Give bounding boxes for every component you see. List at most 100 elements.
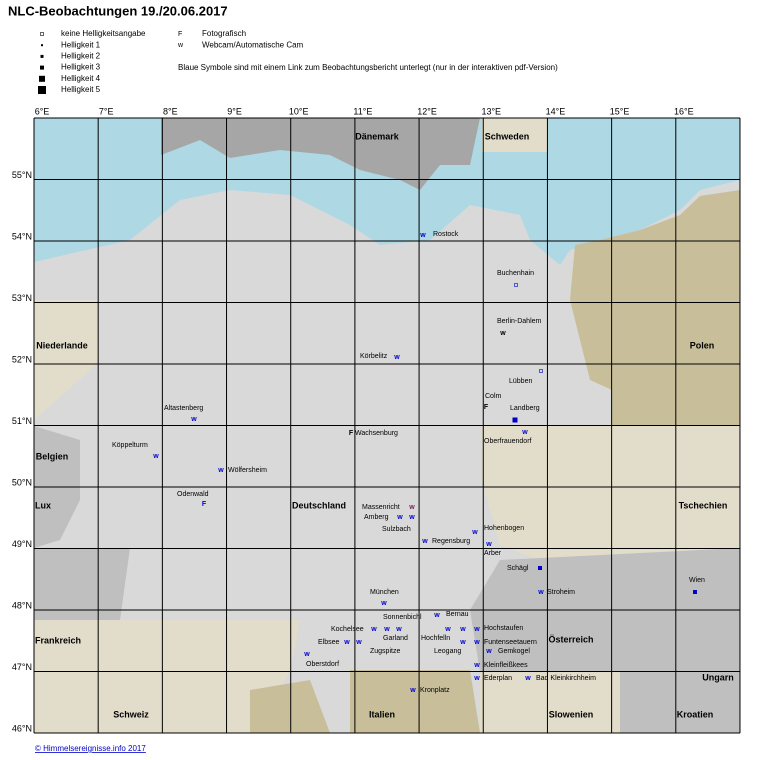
station-label: Funtenseetauern <box>484 639 537 646</box>
lat-label: 53°N <box>12 293 32 303</box>
country-label: Dänemark <box>355 131 400 141</box>
footer-link[interactable]: © Himmelsereignisse.info 2017 <box>35 744 146 753</box>
legend-label: Webcam/Automatische Cam <box>202 40 304 49</box>
legend-label: Helligkeit 4 <box>61 74 101 83</box>
station-symbol: w <box>433 612 440 619</box>
station-label: Altastenberg <box>164 405 203 412</box>
station-label: Kleinfleißkees <box>484 662 528 669</box>
station-symbol: w <box>444 626 451 633</box>
country-label: Schweden <box>485 131 530 141</box>
station-label: Sonnenbichl <box>383 614 422 621</box>
station-symbol: w <box>393 354 400 361</box>
station-label: Ederplan <box>484 675 512 682</box>
station-label: Hochfelln <box>421 635 450 642</box>
station-symbol: w <box>396 514 403 521</box>
lon-label: 13°E <box>481 106 501 116</box>
station-symbol: w <box>473 675 480 682</box>
brightness-square <box>539 369 543 373</box>
station-symbol: w <box>408 504 415 511</box>
country-label: Italien <box>369 709 395 719</box>
lat-label: 55°N <box>12 170 32 180</box>
lon-label: 14°E <box>546 106 566 116</box>
lon-label: 7°E <box>99 106 114 116</box>
station-label: Buchenhain <box>497 270 534 277</box>
station-symbol: w <box>303 651 310 658</box>
legend-label: keine Helligkeitsangabe <box>61 29 146 38</box>
lat-label: 50°N <box>12 477 32 487</box>
lat-label: 47°N <box>12 662 32 672</box>
brightness-square <box>514 283 518 287</box>
station-symbol: w <box>152 453 159 460</box>
station-symbol: w <box>383 626 390 633</box>
station-symbol: w <box>217 467 224 474</box>
station-symbol: w <box>380 600 387 607</box>
station-label: Bad Kleinkirchheim <box>536 675 596 682</box>
country-label: Lux <box>35 500 51 510</box>
country-label: Belgien <box>36 451 69 461</box>
station-symbol: w <box>343 639 350 646</box>
station-symbol: w <box>355 639 362 646</box>
station-label: Wachsenburg <box>355 430 398 437</box>
station-label: Colm <box>485 393 502 400</box>
station-label: Gemkogel <box>498 648 530 655</box>
station-symbol: w <box>370 626 377 633</box>
station-label: Garland <box>383 635 408 642</box>
brightness-square <box>693 590 697 594</box>
station-label: Schägl <box>507 565 529 572</box>
station-symbol: w <box>473 662 480 669</box>
legend-symbol: F <box>178 31 182 38</box>
lon-label: 11°E <box>353 106 372 116</box>
station-label: Bernau <box>446 611 469 618</box>
lon-label: 6°E <box>35 106 50 116</box>
station-label: Stroheim <box>547 589 575 596</box>
legend-symbol <box>38 86 46 94</box>
lat-label: 54°N <box>12 231 32 241</box>
brightness-square <box>512 417 518 423</box>
country-label: Ungarn <box>702 672 734 682</box>
legend-symbol <box>41 44 43 47</box>
station-label: Hochstaufen <box>484 625 523 632</box>
station-label: Kronplatz <box>420 687 450 694</box>
legend-label: Fotografisch <box>202 29 246 38</box>
lon-label: 12°E <box>417 106 437 116</box>
station-symbol: w <box>459 626 466 633</box>
legend-symbol <box>39 75 45 82</box>
station-label: München <box>370 589 399 596</box>
legend-label: Helligkeit 5 <box>61 85 101 94</box>
country-label: Niederlande <box>36 340 88 350</box>
lon-label: 16°E <box>674 106 694 116</box>
title: NLC-Beobachtungen 19./20.06.2017 <box>8 3 228 18</box>
station-symbol: w <box>485 648 492 655</box>
legend-symbol <box>40 32 44 36</box>
station-label: Arber <box>484 550 502 557</box>
station-symbol: w <box>473 639 480 646</box>
lat-label: 46°N <box>12 723 32 733</box>
legend-label: Helligkeit 2 <box>61 52 101 61</box>
station-symbol: w <box>409 687 416 694</box>
station-symbol: w <box>485 541 492 548</box>
station-label: Lübben <box>509 378 532 385</box>
station-symbol: w <box>524 675 531 682</box>
country-label: Tschechien <box>679 500 728 510</box>
station-label: Leogang <box>434 648 461 655</box>
country-label: Polen <box>690 340 715 350</box>
station-symbol: w <box>471 529 478 536</box>
legend-symbol <box>40 54 44 58</box>
station-label: Odenwald <box>177 491 209 498</box>
station-symbol: w <box>537 589 544 596</box>
station-label: Hohenbogen <box>484 525 524 532</box>
lat-label: 51°N <box>12 416 32 426</box>
station-symbol: w <box>419 232 426 239</box>
country-label: Schweiz <box>113 709 149 719</box>
station-label: Landberg <box>510 405 540 412</box>
country-label: Slowenien <box>549 709 594 719</box>
station-label: Rostock <box>433 231 459 238</box>
country-label: Frankreich <box>35 635 81 645</box>
grid <box>33 117 741 734</box>
station-label: Amberg <box>364 514 389 521</box>
station-symbol: F <box>202 501 207 508</box>
legend-label: Helligkeit 1 <box>61 40 101 49</box>
station-label: Oberfrauendorf <box>484 438 532 445</box>
lon-label: 9°E <box>227 106 242 116</box>
lat-label: 49°N <box>12 539 32 549</box>
